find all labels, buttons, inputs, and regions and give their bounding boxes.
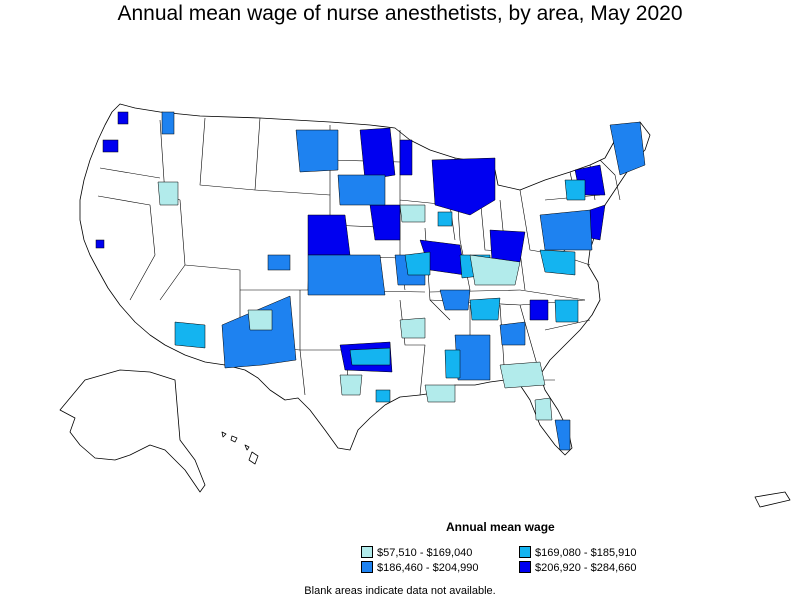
- legend-swatch-3: [361, 561, 373, 573]
- legend-swatch-2: [519, 546, 531, 558]
- alaska-outline: [59, 369, 206, 493]
- hawaii-outline: [221, 431, 259, 465]
- legend-title: Annual mean wage: [446, 520, 555, 534]
- legend-swatch-4: [519, 561, 531, 573]
- map-title: Annual mean wage of nurse anesthetists, …: [117, 2, 683, 25]
- legend-label-1: $57,510 - $169,040: [377, 547, 473, 559]
- footnote: Blank areas indicate data not available.: [304, 585, 496, 597]
- legend-label-2: $169,080 - $185,910: [535, 547, 637, 559]
- legend-item-3: $186,460 - $204,990: [361, 561, 479, 574]
- legend-item-4: $206,920 - $284,660: [519, 561, 637, 574]
- legend-label-3: $186,460 - $204,990: [377, 562, 479, 574]
- legend-label-4: $206,920 - $284,660: [535, 562, 637, 574]
- legend-swatch-1: [361, 546, 373, 558]
- wage-areas: [95, 111, 646, 451]
- legend-item-1: $57,510 - $169,040: [361, 546, 472, 559]
- legend-item-2: $169,080 - $185,910: [519, 546, 637, 559]
- puerto-rico-outline: [754, 491, 791, 508]
